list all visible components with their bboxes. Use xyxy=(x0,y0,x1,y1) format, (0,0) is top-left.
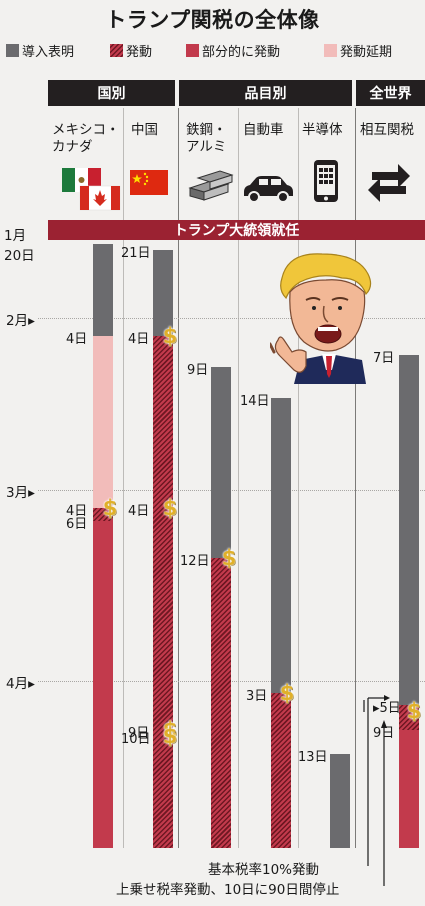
column-label-autos: 自動車 xyxy=(243,122,284,139)
timeline-segment xyxy=(153,250,173,337)
column-label-line: メキシコ・ xyxy=(52,122,120,138)
date-label: 3日 xyxy=(246,688,268,704)
legend-item-postponed: 発動延期 xyxy=(324,41,392,60)
dollar-coin-icon: $ xyxy=(102,496,118,521)
column-label-line: 中国 xyxy=(131,122,158,138)
date-label: 10日 xyxy=(121,732,151,747)
china-flag-icon xyxy=(130,170,168,195)
axis-label-month: 2月▸ xyxy=(6,312,35,329)
column-label-reciprocal: 相互関税 xyxy=(360,122,414,139)
column-label-china: 中国 xyxy=(131,122,158,139)
month-gridline xyxy=(38,490,425,491)
timeline-segment xyxy=(399,354,419,706)
inauguration-banner: トランプ大統領就任 xyxy=(48,220,425,240)
legend-item-partial: 部分的に発動 xyxy=(186,41,280,60)
dollar-coin-icon: $ xyxy=(162,496,178,521)
column-divider xyxy=(123,108,124,848)
date-label: 12日 xyxy=(180,553,210,569)
axis-label-month: 3月▸ xyxy=(6,485,35,501)
dollar-coin-icon: $ xyxy=(279,680,295,705)
date-label: 9日 xyxy=(128,725,150,741)
legend-item-announced: 導入表明 xyxy=(6,41,74,60)
dollar-coin-icon: $ xyxy=(162,324,178,349)
timeline-segment xyxy=(271,692,291,848)
date-label: 4日 xyxy=(128,332,150,348)
note-base-rate: 基本税率10%発動 xyxy=(208,862,320,878)
month-gridline xyxy=(38,680,425,682)
dollar-coin-icon: $ xyxy=(406,699,422,724)
section-divider xyxy=(178,108,179,848)
month-gridline xyxy=(38,317,425,319)
date-label: 4日 xyxy=(128,504,150,520)
smartphone-icon xyxy=(314,160,338,202)
date-label: 9日 xyxy=(187,363,209,378)
chart-title: トランプ関税の全体像 xyxy=(105,8,320,32)
dollar-coin-icon: $ xyxy=(162,717,178,742)
timeline-segment xyxy=(211,557,231,848)
legend-swatch xyxy=(186,44,199,57)
car-icon xyxy=(244,176,293,203)
header-product: 品目別 xyxy=(179,80,352,106)
legend-swatch xyxy=(324,44,337,57)
legend-label: 部分的に発動 xyxy=(202,45,281,60)
column-label-line: 半導体 xyxy=(302,122,343,138)
timeline-segment xyxy=(271,397,291,693)
column-divider xyxy=(298,108,299,848)
column-label-line: アルミ xyxy=(186,139,227,155)
timeline-segment xyxy=(93,520,113,848)
timeline-segment xyxy=(93,336,113,509)
dollar-coin-icon: $ xyxy=(162,724,178,748)
date-label: ▸5日 xyxy=(373,701,401,717)
timeline-segment xyxy=(399,705,419,730)
column-label-mexico-canada: メキシコ・ カナダ xyxy=(52,122,120,156)
exchange-arrows-icon xyxy=(368,164,410,202)
legend-swatch xyxy=(110,44,123,57)
timeline-segment xyxy=(153,336,173,848)
column-label-line: 自動車 xyxy=(243,122,284,138)
timeline-segment xyxy=(93,508,113,521)
timeline-segment xyxy=(330,754,350,848)
legend-item-enacted: 発動 xyxy=(110,41,152,60)
steel-bars-icon xyxy=(188,170,234,201)
legend-label: 発動 xyxy=(126,45,153,60)
header-global: 全世界 xyxy=(356,80,425,106)
date-label: 21日 xyxy=(121,246,151,262)
dollar-coin-icon: $ xyxy=(221,545,237,570)
mexico-canada-flags-icon xyxy=(62,168,121,211)
date-label: 4日 xyxy=(66,504,88,520)
column-label-line: 鉄鋼・ xyxy=(186,122,227,138)
column-label-semiconductors: 半導体 xyxy=(302,122,343,139)
header-country: 国別 xyxy=(48,80,175,106)
legend-label: 発動延期 xyxy=(340,45,393,60)
legend-swatch xyxy=(6,44,19,57)
column-label-line: 相互関税 xyxy=(360,122,414,138)
timeline-segment xyxy=(399,729,419,848)
timeline-segment xyxy=(93,244,113,337)
date-label: 13日 xyxy=(298,750,328,766)
legend-label: 導入表明 xyxy=(22,45,75,60)
timeline-segment xyxy=(211,367,231,558)
date-label: 4日 xyxy=(66,332,88,348)
note-surcharge: 上乗せ税率発動、10日に90日間停止 xyxy=(116,882,340,898)
trump-caricature-illustration xyxy=(270,253,372,384)
axis-label-jan: 1月 xyxy=(4,228,27,244)
axis-label-month: 4月▸ xyxy=(6,675,35,692)
date-label: 14日 xyxy=(240,393,270,409)
legend: 導入表明 発動 部分的に発動 発動延期 xyxy=(4,37,422,83)
date-label: 7日 xyxy=(373,350,395,366)
axis-label-jan-20: 20日 xyxy=(4,248,35,264)
column-label-line: カナダ xyxy=(52,139,93,155)
column-divider xyxy=(238,108,239,848)
date-label: 6日 xyxy=(66,516,88,532)
column-label-steel-aluminum: 鉄鋼・ アルミ xyxy=(186,122,227,156)
section-divider xyxy=(355,108,356,848)
note-callout-lines xyxy=(363,695,390,886)
